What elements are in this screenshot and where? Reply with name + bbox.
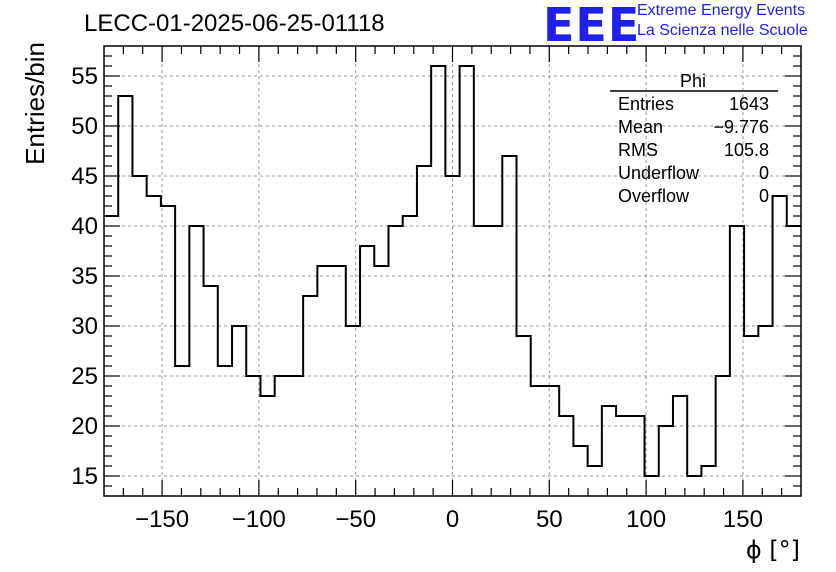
stats-row-label: RMS	[618, 140, 658, 160]
x-tick-label: 50	[536, 506, 563, 533]
histogram-step-line	[104, 65, 801, 477]
y-tick-label: 25	[71, 363, 98, 390]
x-tick-label: 150	[723, 506, 763, 533]
y-tick-label: 45	[71, 163, 98, 190]
stats-box: Phi Entries 1643 Mean −9.776 RMS 105.8 Underfl…	[610, 71, 778, 206]
stats-row-value: 105.8	[724, 140, 769, 160]
stats-box-rows: Entries 1643 Mean −9.776 RMS 105.8 Underflow 0 O…	[618, 94, 769, 206]
chart-title: LECC-01-2025-06-25-01118	[84, 10, 385, 37]
y-tick-label: 30	[71, 313, 98, 340]
eee-logo: EEE	[543, 0, 641, 52]
stats-box-title: Phi	[680, 71, 706, 91]
y-tick-labels: 15 20 25 30 35 40 45 50 55	[71, 63, 98, 490]
stats-row-label: Entries	[618, 94, 674, 114]
y-tick-label: 20	[71, 413, 98, 440]
stats-row-value: 1643	[729, 94, 769, 114]
eee-logo-line1: Extreme Energy Events	[637, 2, 806, 19]
y-tick-label: 40	[71, 213, 98, 240]
stats-row-label: Underflow	[618, 163, 700, 183]
stats-row-label: Mean	[618, 117, 663, 137]
y-axis-label: Entries/bin	[20, 42, 50, 165]
x-axis-label: ϕ [°]	[746, 536, 800, 564]
eee-logo-line2: La Scienza nelle Scuole	[637, 22, 808, 39]
x-tick-label: −100	[232, 506, 286, 533]
x-tick-label: −50	[335, 506, 376, 533]
x-tick-label: 0	[446, 506, 459, 533]
y-tick-label: 35	[71, 263, 98, 290]
x-tick-labels: −150 −100 −50 0 50 100 150	[135, 506, 763, 533]
stats-row-label: Overflow	[618, 186, 690, 206]
y-tick-label: 55	[71, 63, 98, 90]
x-tick-label: 100	[626, 506, 666, 533]
axis-ticks	[104, 46, 801, 496]
grid-lines	[104, 46, 801, 496]
y-tick-label: 50	[71, 113, 98, 140]
stats-row-value: −9.776	[713, 117, 769, 137]
stats-row-value: 0	[759, 186, 769, 206]
stats-row-value: 0	[759, 163, 769, 183]
x-tick-label: −150	[135, 506, 189, 533]
y-tick-label: 15	[71, 463, 98, 490]
